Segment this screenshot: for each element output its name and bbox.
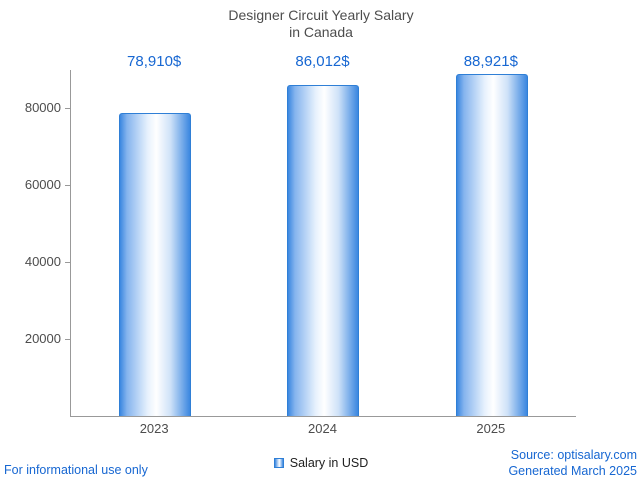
bar-slot bbox=[71, 70, 239, 416]
x-axis-label: 2023 bbox=[139, 421, 169, 436]
legend-swatch-icon bbox=[273, 458, 284, 468]
plot-area: 20000 40000 60000 80000 bbox=[25, 70, 576, 417]
bar-value-label: 88,921$ bbox=[463, 53, 518, 70]
x-axis-labels-row: 2023 2024 2025 bbox=[70, 421, 575, 436]
legend: Salary in USD bbox=[0, 456, 642, 470]
y-tick-label: 20000 bbox=[24, 331, 61, 347]
bar-value-label: 86,012$ bbox=[295, 53, 350, 70]
bar-2024 bbox=[287, 85, 360, 416]
source-attribution: Source: optisalary.com Generated March 2… bbox=[508, 447, 637, 479]
bar-2025 bbox=[455, 74, 528, 416]
bar-value-labels-row: 78,910$ 86,012$ 88,921$ bbox=[70, 53, 575, 70]
y-tick-label: 40000 bbox=[24, 254, 61, 270]
source-link[interactable]: Source: optisalary.com bbox=[510, 448, 637, 462]
bars-container bbox=[71, 70, 576, 416]
chart-title: Designer Circuit Yearly Salary in Canada bbox=[0, 7, 642, 41]
y-tick-label: 80000 bbox=[24, 100, 61, 116]
bar-2023 bbox=[119, 112, 192, 416]
bar-value-label: 78,910$ bbox=[127, 53, 182, 70]
disclaimer-text: For informational use only bbox=[4, 463, 148, 477]
chart-title-line-2: in Canada bbox=[289, 24, 353, 40]
bar-slot bbox=[239, 70, 407, 416]
legend-label: Salary in USD bbox=[289, 456, 369, 470]
y-tick-label: 60000 bbox=[24, 177, 61, 193]
x-axis-label: 2024 bbox=[308, 421, 337, 436]
generated-date: Generated March 2025 bbox=[508, 464, 637, 478]
bar-slot bbox=[408, 70, 576, 416]
x-axis-label: 2025 bbox=[476, 421, 506, 436]
chart-title-line-1: Designer Circuit Yearly Salary bbox=[228, 7, 414, 23]
